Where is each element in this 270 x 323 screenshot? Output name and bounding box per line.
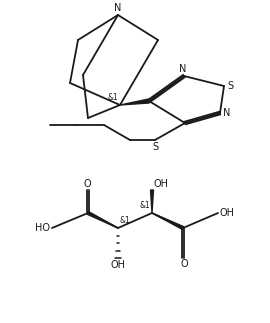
Text: N: N xyxy=(223,108,230,118)
Text: &1: &1 xyxy=(120,216,131,225)
Text: HO: HO xyxy=(35,223,50,233)
Text: N: N xyxy=(114,3,122,13)
Polygon shape xyxy=(87,212,118,228)
Text: O: O xyxy=(83,179,91,189)
Text: OH: OH xyxy=(220,208,235,218)
Text: &1: &1 xyxy=(139,201,150,210)
Polygon shape xyxy=(120,99,149,105)
Text: &1: &1 xyxy=(107,93,118,102)
Text: O: O xyxy=(180,259,188,269)
Text: OH: OH xyxy=(110,260,126,270)
Text: S: S xyxy=(227,81,233,91)
Polygon shape xyxy=(150,190,154,213)
Text: S: S xyxy=(152,142,158,152)
Text: OH: OH xyxy=(154,179,169,189)
Text: N: N xyxy=(179,64,187,74)
Polygon shape xyxy=(152,213,184,229)
